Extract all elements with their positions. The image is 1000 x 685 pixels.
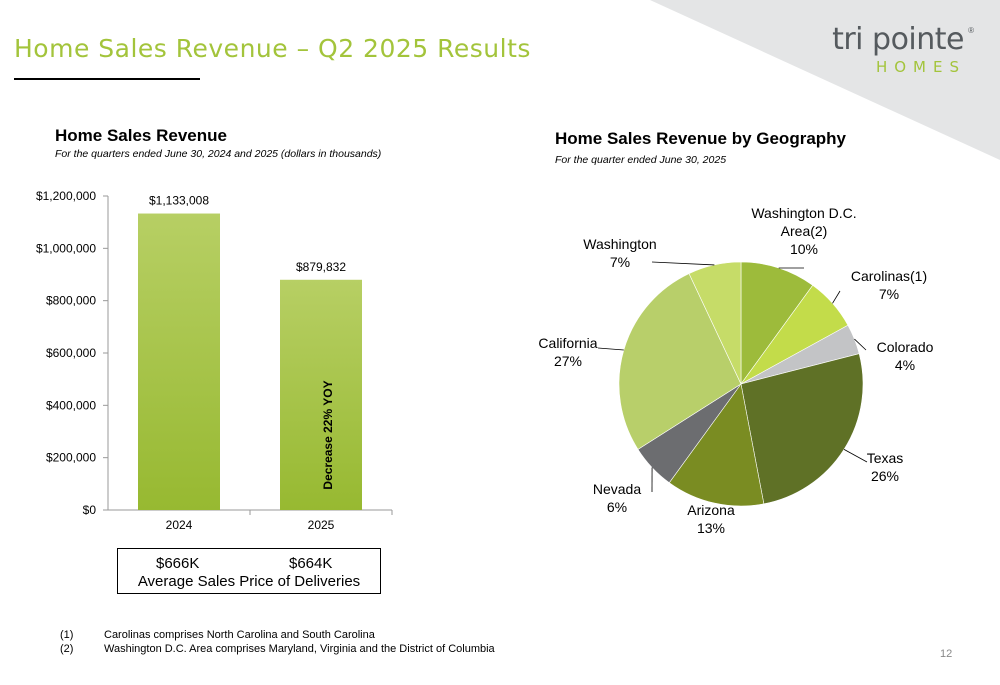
asp-label: Average Sales Price of Deliveries	[137, 573, 361, 590]
footnote-text: Carolinas comprises North Carolina and S…	[104, 629, 375, 641]
x-tick-label: 2025	[308, 518, 335, 532]
y-tick-label: $1,000,000	[36, 241, 96, 255]
pie-slice	[740, 353, 864, 505]
pie-slice-label: Nevada	[593, 481, 641, 497]
leader-line	[854, 338, 867, 351]
pie-slice	[618, 273, 742, 450]
pie-slice	[668, 383, 765, 507]
pie-slice-label: California	[538, 335, 597, 351]
pie-slice-percent-label: 27%	[554, 353, 582, 369]
pie-slice-percent-label: 26%	[871, 468, 899, 484]
pie-slice-label: Washington D.C.	[751, 205, 856, 221]
average-sales-price-box: $666K $664K Average Sales Price of Deliv…	[117, 548, 381, 594]
footnote-1: (1) Carolinas comprises North Carolina an…	[60, 629, 375, 641]
page-number: 12	[940, 648, 953, 660]
y-tick-label: $200,000	[46, 451, 96, 465]
leader-line	[843, 449, 868, 463]
company-logo: tri pointe ® HOMES	[808, 22, 978, 78]
leader-line	[651, 261, 715, 266]
bar-value-label: $879,832	[296, 260, 346, 274]
leader-line	[832, 290, 841, 304]
logo-subtext: HOMES	[875, 58, 966, 76]
pie-slice-label: Colorado	[877, 339, 934, 355]
title-underline	[14, 78, 200, 80]
logo-wordmark: tri pointe	[832, 22, 964, 57]
page-title: Home Sales Revenue – Q2 2025 Results	[14, 34, 531, 63]
y-tick-label: $0	[83, 503, 97, 517]
pie-slice-percent-label: 13%	[697, 520, 725, 536]
pie-slice-label: Washington	[583, 236, 656, 252]
logo-registered-mark: ®	[968, 26, 974, 35]
bar-annotation: Decrease 22% YOY	[321, 380, 335, 489]
footnote-text: Washington D.C. Area comprises Maryland,…	[104, 643, 495, 655]
pie-slice-percent-label: 6%	[607, 499, 627, 515]
bar	[138, 213, 220, 510]
pie-slice-percent-label: 7%	[610, 254, 630, 270]
pie-slice	[688, 261, 742, 385]
pie-slice-label: Carolinas(1)	[851, 268, 927, 284]
pie-chart: Washington D.C. Area(2) 10% Carolinas(1) 7% C…	[538, 205, 934, 536]
pie-slice-percent-label: 4%	[895, 357, 915, 373]
footnote-number: (2)	[60, 643, 74, 655]
footnote-2: (2) Washington D.C. Area comprises Maryla…	[60, 643, 495, 655]
y-tick-label: $1,200,000	[36, 189, 96, 203]
leader-line	[597, 347, 624, 351]
pie-slice-label: Texas	[867, 450, 904, 466]
bar-chart-subtitle: For the quarters ended June 30, 2024 and…	[55, 148, 382, 160]
asp-value-2025: $664K	[289, 555, 333, 572]
pie-chart-title: Home Sales Revenue by Geography	[555, 129, 846, 148]
asp-value-2024: $666K	[156, 555, 200, 572]
bar	[280, 279, 362, 510]
pie-slice-label: Area(2)	[781, 223, 828, 239]
corner-decoration	[650, 0, 1000, 160]
footnote-number: (1)	[60, 629, 74, 641]
pie-slice	[740, 261, 814, 385]
pie-slice-percent-label: 10%	[790, 241, 818, 257]
y-tick-label: $400,000	[46, 398, 96, 412]
pie-slice-label: Arizona	[687, 502, 735, 518]
bar-chart-title: Home Sales Revenue	[55, 126, 227, 145]
bar-chart: $0 $200,000 $400,000 $600,000 $800,000 $1,000…	[36, 189, 393, 532]
pie-chart-subtitle: For the quarter ended June 30, 2025	[555, 154, 727, 166]
x-tick-label: 2024	[166, 518, 193, 532]
bar-value-label: $1,133,008	[149, 194, 209, 208]
y-tick-label: $600,000	[46, 346, 96, 360]
pie-slice-percent-label: 7%	[879, 286, 899, 302]
y-tick-label: $800,000	[46, 294, 96, 308]
